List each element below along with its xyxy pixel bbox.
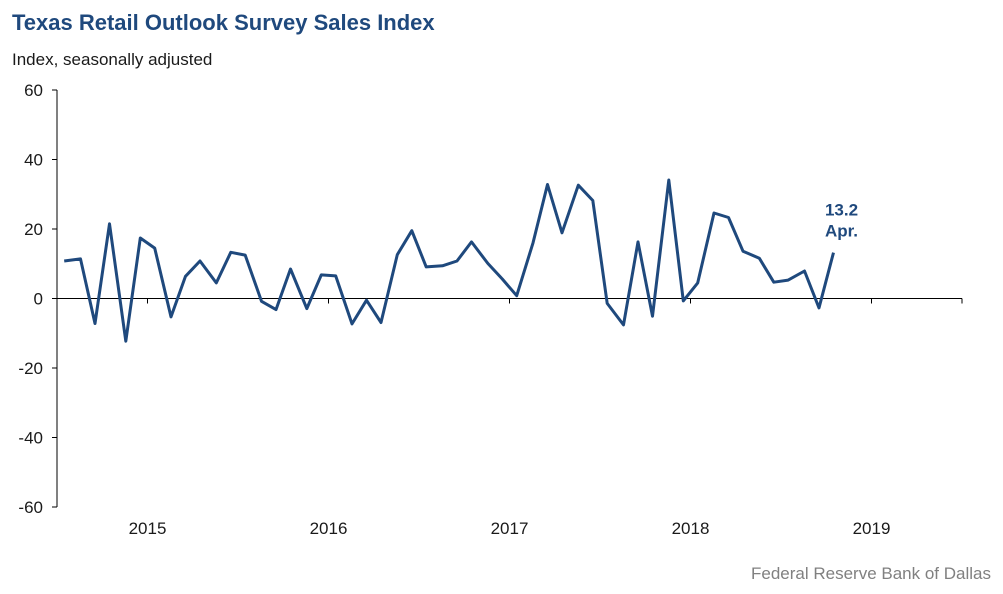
x-tick-label: 2017 xyxy=(491,519,529,538)
axes xyxy=(52,89,963,508)
y-tick-label: -20 xyxy=(18,359,43,378)
series-line xyxy=(64,178,835,343)
y-tick-label: -40 xyxy=(18,429,43,448)
annotation-value: 13.2 xyxy=(825,201,858,220)
y-tick-labels: 60 40 20 0 -20 -40 -60 xyxy=(18,81,43,517)
y-tick-label: -60 xyxy=(18,498,43,517)
source-note: Federal Reserve Bank of Dallas xyxy=(750,564,991,583)
x-tick-labels: 2015 2016 2017 2018 2019 xyxy=(129,519,891,538)
annotation-label: Apr. xyxy=(825,222,858,241)
y-tick-label: 0 xyxy=(34,290,43,309)
x-tick-label: 2016 xyxy=(310,519,348,538)
x-tick-label: 2018 xyxy=(672,519,710,538)
x-tick-label: 2015 xyxy=(129,519,167,538)
x-tick-label: 2019 xyxy=(853,519,891,538)
y-axis-label: Index, seasonally adjusted xyxy=(12,50,213,69)
y-tick-label: 60 xyxy=(24,81,43,100)
y-tick-label: 20 xyxy=(24,220,43,239)
y-tick-label: 40 xyxy=(24,151,43,170)
chart-title: Texas Retail Outlook Survey Sales Index xyxy=(12,10,435,35)
